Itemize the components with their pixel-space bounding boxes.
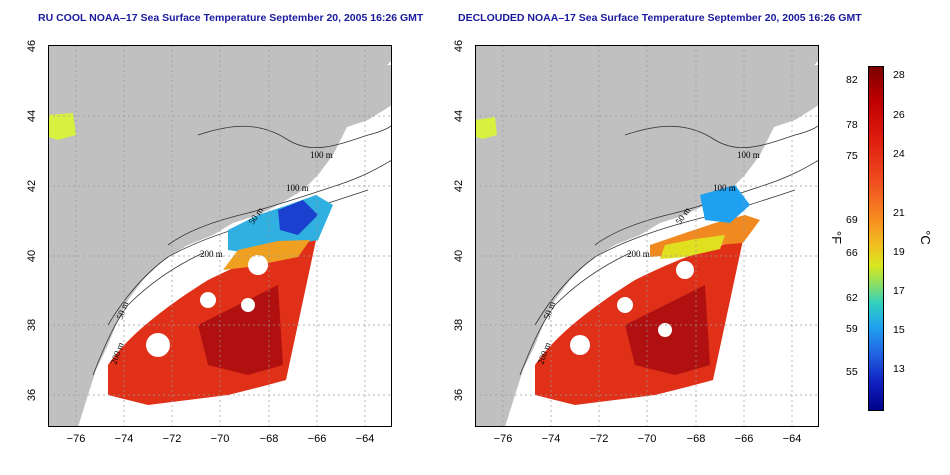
- colorbar-c-tick: 19: [893, 246, 905, 258]
- y-tick-label: 42: [453, 179, 465, 193]
- sst-cold-patch: [278, 200, 318, 235]
- colorbar-f-tick: 62: [846, 292, 858, 304]
- sst-yellow-band: [660, 235, 725, 259]
- x-tick-label: −70: [637, 433, 657, 445]
- x-tick-label: −72: [589, 433, 609, 445]
- colorbar-f-tick: 69: [846, 214, 858, 226]
- sst-map-right: 100 m 100 m 50 m 200 m 50 m 200 m: [475, 45, 819, 427]
- sst-cool-patch: [700, 185, 750, 223]
- x-tick-label: −66: [307, 433, 327, 445]
- colorbar-c-tick: 28: [893, 69, 905, 81]
- sst-transition: [223, 240, 310, 270]
- x-tick-label: −74: [541, 433, 561, 445]
- nova-scotia: [278, 65, 392, 135]
- sst-map-right-svg: 100 m 100 m 50 m 200 m 50 m 200 m: [475, 45, 819, 427]
- map-title-right: DECLOUDED NOAA–17 Sea Surface Temperatur…: [458, 12, 862, 24]
- sst-map-left-svg: 100 m 100 m 50 m 200 m 50 m 200 m: [48, 45, 392, 427]
- colorbar-f-tick: 75: [846, 150, 858, 162]
- contour-label: 100 m: [310, 150, 333, 160]
- x-tick-label: −72: [162, 433, 182, 445]
- x-tick-label: −64: [355, 433, 375, 445]
- contour-line: [624, 124, 819, 148]
- contour-label: 100 m: [713, 183, 736, 193]
- sst-map-left: 100 m 100 m 50 m 200 m 50 m 200 m: [48, 45, 392, 427]
- y-tick-label: 38: [26, 318, 38, 332]
- contour-label: 100 m: [286, 183, 309, 193]
- gulf-of-maine-patch: [48, 113, 76, 140]
- contour-label: 100 m: [737, 150, 760, 160]
- colorbar-f-tick: 82: [846, 74, 858, 86]
- contour-line: [167, 159, 392, 246]
- colorbar-c-tick: 15: [893, 324, 905, 336]
- colorbar-c-tick: 21: [893, 207, 905, 219]
- y-tick-label: 44: [26, 109, 38, 123]
- y-tick-label: 44: [453, 109, 465, 123]
- x-tick-label: −74: [114, 433, 134, 445]
- x-tick-label: −68: [259, 433, 279, 445]
- land-mass: [475, 45, 819, 427]
- y-tick-label: 42: [26, 179, 38, 193]
- x-tick-label: −66: [734, 433, 754, 445]
- contour-label: 200 m: [200, 249, 223, 259]
- map-frame-right: [475, 45, 819, 427]
- contour-line: [197, 124, 392, 148]
- map-frame-left: [48, 45, 392, 427]
- x-tick-label: −76: [493, 433, 513, 445]
- map-title-left: RU COOL NOAA–17 Sea Surface Temperature …: [38, 12, 424, 24]
- y-tick-label: 36: [26, 388, 38, 402]
- colorbar-c-tick: 13: [893, 363, 905, 375]
- colorbar-c-tick: 26: [893, 109, 905, 121]
- y-tick-label: 38: [453, 318, 465, 332]
- gulf-of-maine-patch: [475, 117, 497, 139]
- y-tick-label: 40: [453, 249, 465, 263]
- colorbar-f-tick: 59: [846, 323, 858, 335]
- y-tick-label: 46: [453, 39, 465, 53]
- colorbar-f-tick: 66: [846, 247, 858, 259]
- celsius-unit-label: °C: [917, 230, 933, 245]
- contour-label: 200 m: [627, 249, 650, 259]
- contour-line: [92, 252, 204, 376]
- colorbar-f-tick: 55: [846, 366, 858, 378]
- nova-scotia: [705, 65, 819, 135]
- x-tick-label: −68: [686, 433, 706, 445]
- fahrenheit-unit-label: °F: [829, 230, 845, 245]
- x-tick-label: −70: [210, 433, 230, 445]
- contour-line: [519, 252, 631, 376]
- colorbar-c-tick: 24: [893, 148, 905, 160]
- y-tick-label: 40: [26, 249, 38, 263]
- y-tick-label: 46: [26, 39, 38, 53]
- x-tick-label: −76: [66, 433, 86, 445]
- land-mass: [48, 45, 392, 427]
- colorbar: [868, 66, 884, 411]
- y-tick-label: 36: [453, 388, 465, 402]
- x-tick-label: −64: [782, 433, 802, 445]
- colorbar-f-tick: 78: [846, 119, 858, 131]
- colorbar-c-tick: 17: [893, 285, 905, 297]
- sst-hot-core: [198, 285, 283, 375]
